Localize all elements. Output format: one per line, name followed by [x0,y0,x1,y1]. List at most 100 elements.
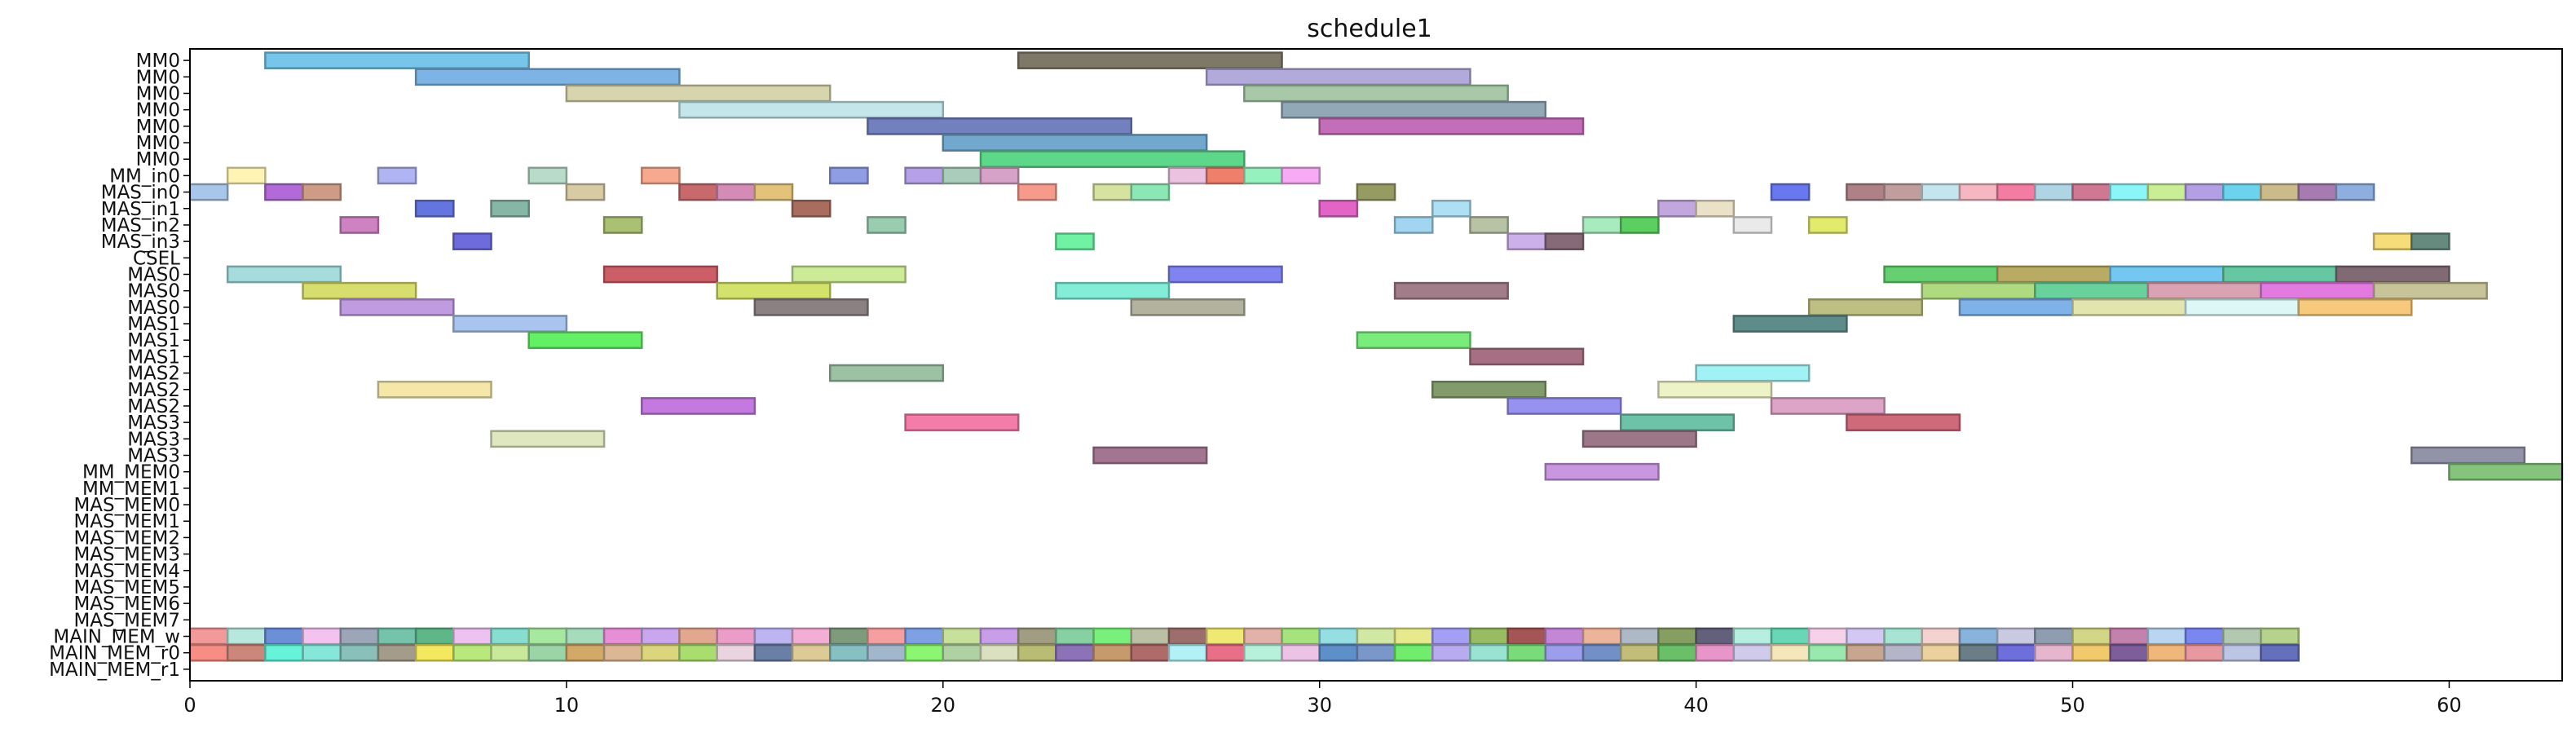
gantt-bar [1846,183,1886,201]
memory-slot-bar [641,643,681,662]
memory-slot-bar [302,627,342,646]
gantt-bar [527,166,568,185]
y-tick-label: MAS3 [127,446,180,467]
x-tick-label: 60 [2437,694,2462,717]
gantt-bar [1807,298,1924,316]
memory-slot-bar [1318,627,1359,646]
gantt-bar [1393,281,1509,300]
y-tick-label: MM_MEM0 [82,462,180,483]
gantt-bar [1167,265,1283,284]
gantt-bar [1130,183,1171,201]
memory-slot-bar [1695,643,1736,662]
gantt-bar [2034,281,2150,300]
gantt-bar [339,216,380,234]
memory-slot-bar [1619,643,1660,662]
memory-slot-bar [2146,627,2187,646]
gantt-bar [828,364,945,382]
y-tick-label: MAS_MEM7 [73,610,180,631]
memory-slot-bar [2222,643,2262,662]
y-tick-label: MAS_in3 [101,232,180,253]
y-tick-label: MAS2 [127,380,180,401]
y-tick-label: MM0 [136,133,180,154]
memory-slot-bar [1732,627,1773,646]
gantt-bar [2222,183,2262,201]
gantt-bar [527,331,643,350]
memory-slot-bar [1921,643,1961,662]
gantt-bar [2260,281,2375,300]
y-tick-label: MAS0 [127,281,180,302]
memory-slot-bar [226,643,267,662]
memory-slot-bar [1205,627,1246,646]
gantt-bar [2335,183,2375,201]
memory-slot-bar [2071,627,2111,646]
gantt-bar [867,216,906,234]
y-tick-label: MAS2 [127,364,180,385]
gantt-bar [2297,183,2338,201]
memory-slot-bar [1807,643,1848,662]
memory-slot-bar [1996,643,2036,662]
memory-slot-bar [1544,627,1585,646]
gantt-bar [2109,265,2225,284]
gantt-bar [2260,183,2300,201]
memory-slot-bar [1506,627,1547,646]
gantt-bar [188,183,229,201]
y-tick-label: MAS3 [127,413,180,434]
memory-slot-bar [565,643,606,662]
memory-slot-bar [678,643,718,662]
gantt-bar [1544,462,1660,481]
gantt-bar [226,265,342,284]
memory-slot-bar [1846,627,1886,646]
memory-slot-bar [188,627,229,646]
memory-slot-bar [753,643,794,662]
memory-slot-bar [1130,643,1171,662]
memory-slot-bar [753,627,794,646]
y-tick-label: CSEL [133,248,180,269]
gantt-bar [1695,199,1736,218]
memory-slot-bar [1243,643,1283,662]
memory-slot-bar [264,627,304,646]
gantt-bar [377,166,417,185]
memory-slot-bar [2260,627,2300,646]
memory-slot-bar [2034,643,2074,662]
bars-layer [188,51,2564,662]
y-tick-label: MAS_MEM3 [73,545,180,566]
memory-slot-bar [1393,643,1434,662]
gantt-bar [2372,232,2413,250]
memory-slot-bar [2222,627,2262,646]
gantt-bar [1619,413,1736,431]
memory-slot-bar [602,627,643,646]
memory-slot-bar [1092,643,1133,662]
gantt-bar [1883,183,1924,201]
gantt-bar [1657,199,1697,218]
x-tick-label: 0 [183,694,196,717]
memory-slot-bar [1807,627,1848,646]
gantt-bar [226,166,267,185]
y-tick-label: MAS3 [127,429,180,450]
gantt-bar [678,100,945,119]
gantt-bar [1695,364,1811,382]
gantt-bar [2410,232,2450,250]
gantt-bar [2184,183,2225,201]
y-tick-label: MAS_MEM6 [73,594,180,615]
memory-slot-bar [414,643,455,662]
gantt-bar [1393,216,1434,234]
gantt-bar [716,281,831,300]
gantt-bar [1167,166,1208,185]
y-tick-label: MAS1 [127,346,180,368]
gantt-bar [1356,183,1396,201]
gantt-bar [1732,315,1848,333]
gantt-bar [1883,265,1999,284]
gantt-bar [1243,166,1283,185]
memory-slot-bar [1281,643,1321,662]
memory-slot-bar [452,627,492,646]
y-tick-label: MAS0 [127,298,180,319]
memory-slot-bar [1431,643,1471,662]
memory-slot-bar [1281,627,1321,646]
memory-slot-bar [1657,627,1697,646]
memory-slot-bar [188,643,229,662]
memory-slot-bar [1356,643,1396,662]
memory-slot-bar [904,627,945,646]
y-tick-label: MM0 [136,51,180,72]
gantt-bar [2146,281,2262,300]
gantt-bar [1506,232,1547,250]
